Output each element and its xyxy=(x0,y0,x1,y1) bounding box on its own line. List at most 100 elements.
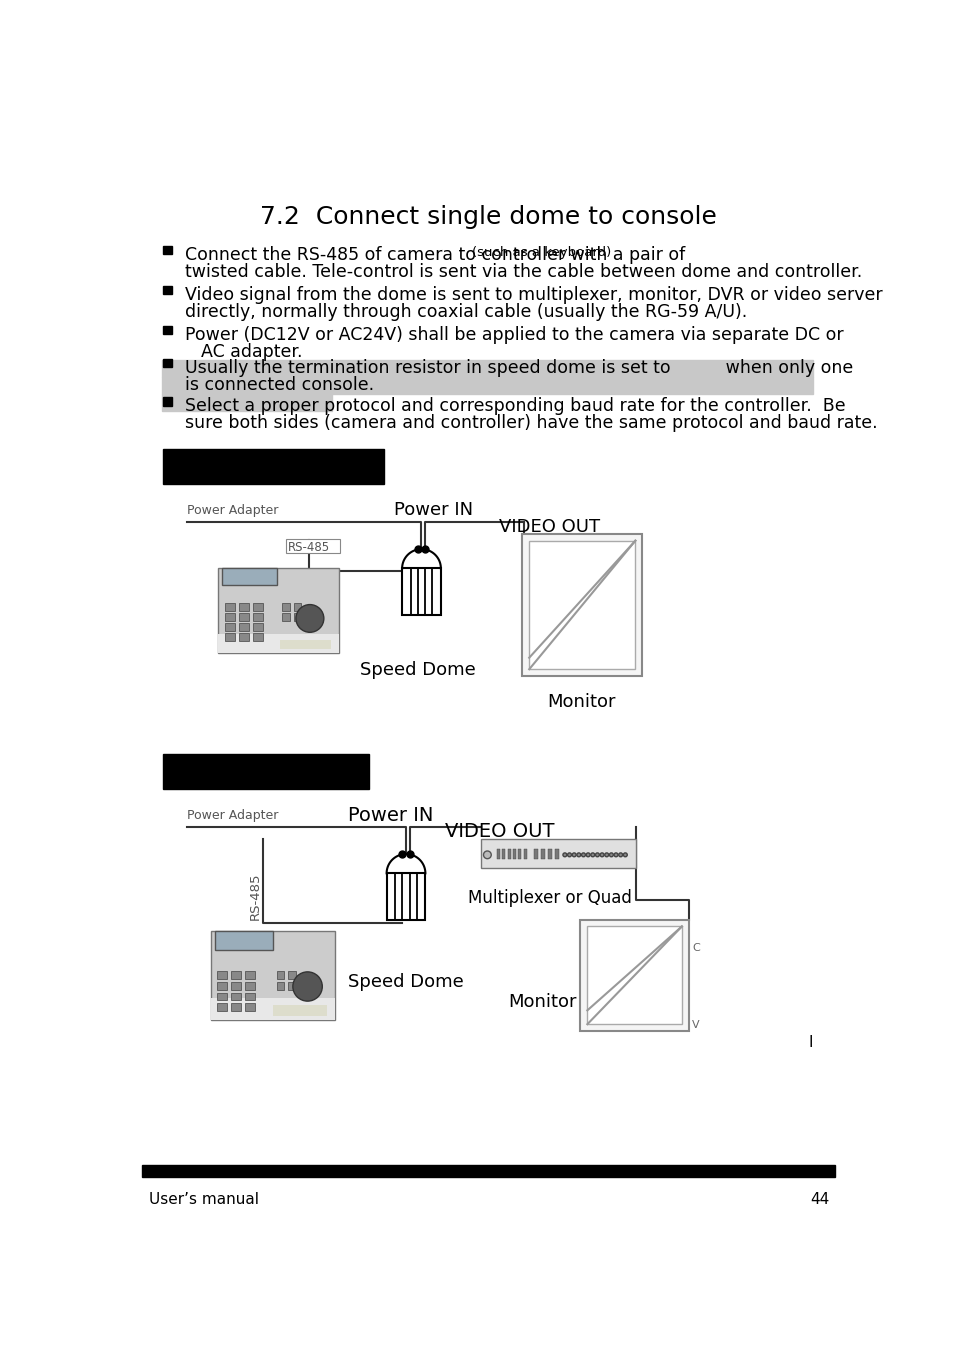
Bar xyxy=(218,634,338,653)
Bar xyxy=(142,1165,835,1177)
Bar xyxy=(497,850,499,859)
Circle shape xyxy=(622,852,627,856)
Text: Speed Dome: Speed Dome xyxy=(348,973,463,992)
Circle shape xyxy=(562,852,566,856)
Text: Power Adapter: Power Adapter xyxy=(187,809,278,822)
Bar xyxy=(231,972,241,978)
Text: Power Adapter: Power Adapter xyxy=(187,504,278,518)
Bar xyxy=(521,534,641,676)
Text: User’s manual: User’s manual xyxy=(149,1192,258,1207)
Bar xyxy=(386,874,425,920)
Text: C: C xyxy=(691,943,699,953)
Bar xyxy=(276,982,284,989)
Bar xyxy=(163,397,172,406)
Bar xyxy=(216,993,227,1000)
Text: I: I xyxy=(808,1035,813,1050)
Circle shape xyxy=(577,852,580,856)
Text: VIDEO OUT: VIDEO OUT xyxy=(498,519,599,537)
Bar xyxy=(245,972,254,978)
Bar xyxy=(540,850,544,859)
Bar xyxy=(501,850,505,859)
Bar xyxy=(513,850,516,859)
Circle shape xyxy=(599,852,603,856)
Bar xyxy=(163,286,172,294)
Bar xyxy=(534,850,537,859)
Circle shape xyxy=(483,851,491,859)
Bar xyxy=(214,931,273,950)
Text: Select a proper protocol and corresponding baud rate for the controller.  Be: Select a proper protocol and correspondi… xyxy=(185,397,845,416)
Text: 7.2  Connect single dome to console: 7.2 Connect single dome to console xyxy=(260,205,717,229)
Bar xyxy=(163,359,172,367)
Text: twisted cable. Tele-control is sent via the cable between dome and controller.: twisted cable. Tele-control is sent via … xyxy=(185,263,862,280)
Circle shape xyxy=(293,972,322,1001)
Text: Usually the termination resistor in speed dome is set to          when only one: Usually the termination resistor in spee… xyxy=(185,359,853,377)
Text: AC adapter.: AC adapter. xyxy=(200,343,302,360)
Bar xyxy=(224,633,234,641)
Text: Video signal from the dome is sent to multiplexer, monitor, DVR or video server: Video signal from the dome is sent to mu… xyxy=(185,286,882,304)
Circle shape xyxy=(595,852,598,856)
Bar xyxy=(288,972,295,978)
Bar xyxy=(276,972,284,978)
Text: V: V xyxy=(691,1019,699,1030)
Bar xyxy=(245,993,254,1000)
Text: Power IN: Power IN xyxy=(348,806,433,825)
Bar xyxy=(231,982,241,989)
Text: directly, normally through coaxial cable (usually the RG-59 A/U).: directly, normally through coaxial cable… xyxy=(185,302,746,321)
Text: Multiplexer or Quad: Multiplexer or Quad xyxy=(468,889,632,906)
Bar xyxy=(211,999,335,1019)
Bar xyxy=(163,753,369,789)
Bar xyxy=(216,1004,227,1011)
Bar xyxy=(253,612,262,621)
Bar xyxy=(579,920,688,1031)
Text: 44: 44 xyxy=(809,1192,828,1207)
Circle shape xyxy=(581,852,585,856)
Circle shape xyxy=(618,852,622,856)
Bar xyxy=(507,850,510,859)
Bar xyxy=(238,603,249,611)
Text: Speed Dome: Speed Dome xyxy=(359,661,475,679)
Bar xyxy=(224,612,234,621)
Bar xyxy=(547,850,551,859)
Bar xyxy=(162,378,812,394)
Bar xyxy=(523,850,526,859)
Bar xyxy=(216,972,227,978)
Text: Power (DC12V or AC24V) shall be applied to the camera via separate DC or: Power (DC12V or AC24V) shall be applied … xyxy=(185,325,842,344)
Bar xyxy=(517,850,521,859)
Bar xyxy=(163,449,384,484)
Bar xyxy=(555,850,558,859)
Bar xyxy=(282,612,290,621)
Bar xyxy=(224,603,234,611)
Bar xyxy=(216,982,227,989)
Bar xyxy=(231,993,241,1000)
Circle shape xyxy=(295,604,323,633)
Bar xyxy=(163,325,172,335)
Bar xyxy=(253,633,262,641)
Bar xyxy=(224,623,234,631)
Bar xyxy=(253,623,262,631)
Circle shape xyxy=(614,852,618,856)
Circle shape xyxy=(567,852,571,856)
Bar xyxy=(294,603,301,611)
Circle shape xyxy=(572,852,576,856)
Bar xyxy=(218,568,338,653)
Bar xyxy=(280,640,331,649)
Text: Monitor: Monitor xyxy=(507,993,576,1011)
Text: sure both sides (camera and controller) have the same protocol and baud rate.: sure both sides (camera and controller) … xyxy=(185,415,877,432)
Text: RS-485: RS-485 xyxy=(248,873,261,920)
Bar xyxy=(273,1005,327,1016)
Text: RS-485: RS-485 xyxy=(288,542,330,554)
Text: Connect the RS-485 of camera to controller: Connect the RS-485 of camera to controll… xyxy=(185,245,570,264)
Bar xyxy=(163,245,172,255)
Circle shape xyxy=(604,852,608,856)
Bar xyxy=(288,982,295,989)
Bar xyxy=(211,931,335,1019)
Bar xyxy=(282,603,290,611)
Bar xyxy=(222,568,276,585)
Bar xyxy=(402,568,440,615)
Bar xyxy=(238,612,249,621)
Bar xyxy=(529,541,635,669)
Bar xyxy=(238,633,249,641)
Circle shape xyxy=(585,852,590,856)
Circle shape xyxy=(590,852,594,856)
Bar xyxy=(480,839,636,869)
